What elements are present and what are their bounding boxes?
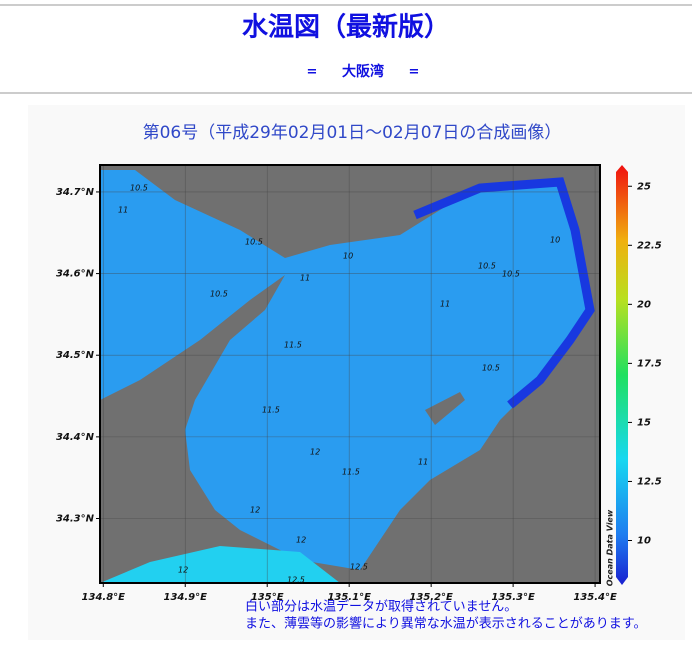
note: また、薄雲等の影響により異常な水温が表示されることがあります。 — [245, 616, 646, 632]
water — [100, 546, 340, 583]
x-tick-label: 135°E — [251, 592, 284, 603]
x-tick-label: 135.4°E — [573, 592, 617, 603]
contour-label: 10.5 — [502, 270, 520, 279]
contour-label: 12.5 — [287, 576, 305, 585]
y-tick-label: 34.3°N — [56, 514, 95, 525]
contour-label: 11 — [118, 206, 128, 215]
x-tick-label: 135.2°E — [409, 592, 453, 603]
contour-label: 12 — [296, 536, 306, 545]
y-tick-label: 34.6°N — [56, 269, 95, 280]
contour-label: 11 — [300, 274, 310, 283]
island — [425, 392, 465, 425]
x-tick-label: 135.1°E — [327, 592, 371, 603]
subtitle: 大阪湾 — [342, 63, 384, 80]
note: 白い部分は水温データが取得されていません。 — [245, 599, 517, 615]
x-tick-label: 134.8°E — [82, 592, 126, 603]
colorbar-tick-label: 25 — [637, 181, 651, 192]
contour-label: 10.5 — [482, 364, 500, 373]
contour-label: 11 — [440, 300, 450, 309]
colorbar-tick-label: 20 — [637, 299, 651, 310]
y-tick-label: 34.7°N — [56, 187, 95, 198]
map-title: 第06号（平成29年02月01日～02月07日の合成画像） — [143, 123, 562, 143]
contour-label: 10.5 — [245, 238, 263, 247]
subtitle-mark: = — [307, 65, 318, 80]
colorbar-tick-label: 12.5 — [637, 476, 662, 487]
water — [100, 170, 590, 570]
contour-label: 10.5 — [210, 290, 228, 299]
x-tick-label: 135.3°E — [491, 592, 535, 603]
coastal-water — [413, 177, 595, 409]
colorbar-tick-label: 10 — [637, 535, 651, 546]
colorbar-label: Ocean Data View — [606, 509, 615, 586]
contour-label: 10.5 — [478, 262, 496, 271]
contour-label: 11.5 — [262, 406, 280, 415]
contour-label: 12 — [310, 448, 320, 457]
contour-label: 10.5 — [130, 184, 148, 193]
contour-label: 10 — [550, 236, 560, 245]
contour-label: 11 — [418, 458, 428, 467]
colorbar-tick-label: 15 — [637, 417, 651, 428]
contour-label: 10 — [343, 252, 353, 261]
map-frame — [99, 164, 601, 584]
contour-label: 11.5 — [342, 468, 360, 477]
contour-label: 12 — [178, 566, 188, 575]
colorbar — [616, 165, 628, 585]
contour-label: 12.5 — [350, 563, 368, 572]
x-tick-label: 134.9°E — [164, 592, 208, 603]
y-tick-label: 34.5°N — [56, 350, 95, 361]
contour-label: 12 — [250, 506, 260, 515]
y-tick-label: 34.4°N — [56, 432, 95, 443]
page-title: 水温図（最新版） — [242, 12, 450, 43]
subtitle-mark: = — [409, 65, 420, 80]
contour-label: 11.5 — [284, 341, 302, 350]
colorbar-tick-label: 17.5 — [637, 358, 662, 369]
colorbar-tick-label: 22.5 — [637, 240, 662, 251]
